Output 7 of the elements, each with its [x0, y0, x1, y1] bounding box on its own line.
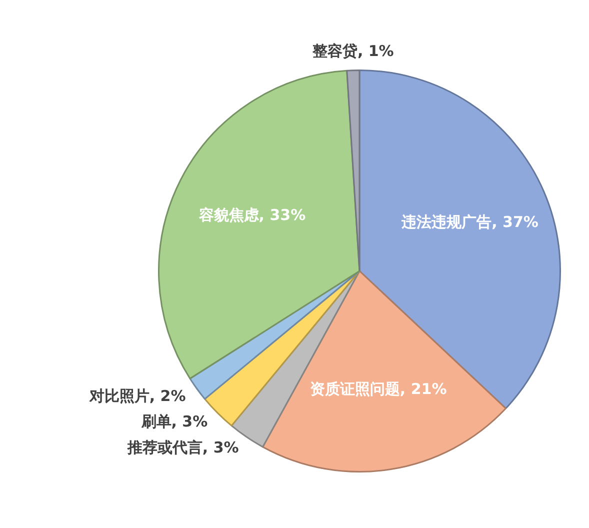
slice-label: 资质证照问题, 21%: [310, 380, 447, 398]
slice-label: 违法违规广告, 37%: [400, 213, 538, 232]
slice-label: 容貌焦虑, 33%: [198, 206, 306, 224]
slice-label: 刷单, 3%: [140, 412, 208, 431]
slice-label: 整容贷, 1%: [311, 42, 394, 60]
slice-label: 推荐或代言, 3%: [126, 438, 239, 457]
slice-label: 对比照片, 2%: [88, 387, 186, 406]
